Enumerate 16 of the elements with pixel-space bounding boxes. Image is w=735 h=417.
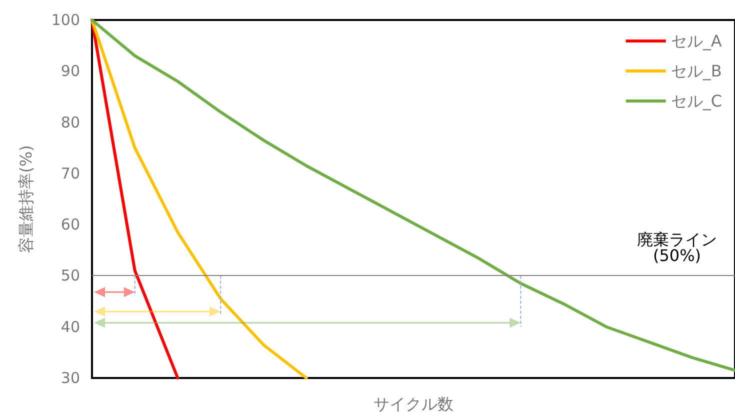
x-axis-title: サイクル数 xyxy=(374,394,454,414)
legend-label: セル_A xyxy=(670,32,722,50)
legend-label: セル_C xyxy=(670,92,722,110)
y-tick-label: 100 xyxy=(51,11,80,29)
y-tick-label: 50 xyxy=(60,266,80,285)
y-tick-label: 70 xyxy=(60,164,80,182)
y-tick-label: 80 xyxy=(60,113,80,132)
y-tick-label: 40 xyxy=(60,318,80,336)
y-tick-label: 30 xyxy=(60,369,80,387)
y-tick-label: 60 xyxy=(60,216,80,234)
legend-label: セル_B xyxy=(670,62,722,80)
y-axis-title: 容量維持率(%) xyxy=(16,145,36,253)
y-tick-label: 90 xyxy=(60,62,80,80)
ref-line-label: 廃棄ライン (50%) xyxy=(637,230,717,266)
line-series xyxy=(90,18,735,372)
line-series xyxy=(90,18,308,380)
